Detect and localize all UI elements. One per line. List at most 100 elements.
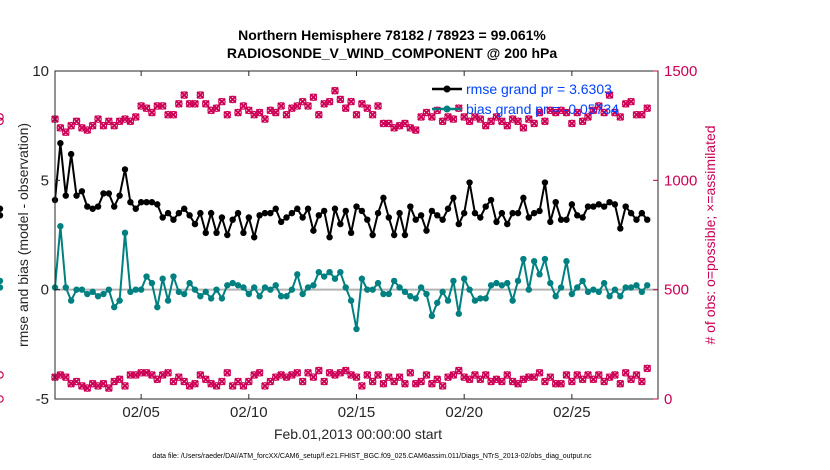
rmse-point [547, 218, 554, 226]
rmse-point [159, 214, 166, 221]
obs-possible-point [589, 106, 598, 115]
rmse-point [574, 212, 581, 219]
obs-assimilated-point [395, 373, 404, 382]
obs-possible-point [277, 102, 285, 110]
rmse-point [622, 203, 629, 210]
obs-possible-point [218, 97, 226, 106]
rmse-point [331, 205, 339, 212]
rmse-point [611, 201, 619, 208]
rmse-point [148, 199, 156, 206]
rmse-point [181, 205, 188, 212]
obs-possible-point [535, 368, 544, 377]
obs-assimilated-point [212, 104, 221, 113]
bias-point [627, 284, 635, 291]
obs-possible-point [99, 121, 108, 130]
obs-assimilated-point [454, 366, 463, 375]
obs-possible-point [153, 102, 162, 110]
obs-possible-point [169, 110, 178, 119]
rmse-point [644, 216, 651, 223]
obs-possible-point [573, 108, 582, 117]
obs-possible-point [341, 104, 350, 112]
bias-point [261, 284, 269, 291]
obs-assimilated-point [331, 86, 339, 95]
obs-possible-point [0, 395, 4, 403]
rmse-point [143, 199, 150, 206]
bias-point [84, 290, 91, 298]
rmse-point [170, 216, 177, 223]
obs-assimilated-point [449, 115, 458, 124]
obs-assimilated-point [594, 102, 603, 110]
obs-possible-point [481, 121, 490, 130]
obs-assimilated-point [325, 97, 334, 106]
obs-assimilated-point [567, 377, 576, 386]
obs-assimilated-point [142, 368, 151, 377]
obs-possible-point [131, 113, 140, 121]
obs-possible-point [223, 368, 232, 377]
obs-assimilated-point [244, 377, 253, 386]
obs-possible-point [158, 102, 167, 110]
bias-point [504, 279, 511, 287]
rmse-point [444, 205, 452, 212]
rmse-point [347, 229, 355, 237]
bias-point [417, 284, 425, 291]
obs-possible-point [433, 106, 442, 115]
bias-point [579, 277, 586, 285]
rmse-point [251, 233, 258, 241]
obs-assimilated-point [460, 373, 469, 382]
obs-possible-point [218, 377, 226, 386]
obs-possible-point [374, 371, 382, 379]
rmse-point [288, 209, 296, 217]
obs-assimilated-point [314, 110, 323, 119]
bias-point [407, 293, 414, 300]
obs-possible-point [541, 377, 549, 386]
bias-point [299, 290, 306, 298]
obs-possible-point [379, 119, 388, 128]
bias-point [364, 286, 371, 293]
x-tick-label: 02/25 [553, 404, 591, 421]
rmse-point [579, 214, 586, 221]
obs-assimilated-point [390, 123, 399, 132]
bias-point [563, 258, 570, 265]
rmse-point [525, 214, 532, 221]
rmse-point [380, 194, 387, 202]
obs-possible-point [503, 371, 512, 379]
obs-possible-point [94, 115, 102, 123]
rmse-point [514, 209, 522, 217]
obs-assimilated-point [611, 371, 619, 379]
obs-assimilated-point [594, 371, 603, 379]
obs-assimilated-point [481, 371, 490, 379]
obs-assimilated-point [309, 93, 318, 102]
obs-possible-point [519, 124, 528, 132]
obs-assimilated-point [627, 97, 635, 106]
obs-assimilated-point [104, 384, 113, 392]
obs-possible-point [433, 375, 442, 384]
obs-assimilated-point [621, 99, 630, 108]
obs-assimilated-point [605, 91, 614, 99]
obs-assimilated-point [325, 368, 334, 377]
obs-assimilated-point [277, 371, 286, 379]
bias-point [132, 286, 139, 293]
obs-assimilated-point [228, 95, 237, 104]
obs-assimilated-point [605, 373, 614, 382]
bias-point [315, 268, 323, 276]
legend-rmse-label: rmse grand pr = 3.6303 [466, 81, 612, 97]
rmse-point [364, 216, 371, 223]
rmse-point [111, 203, 118, 210]
obs-possible-point [67, 121, 75, 130]
rmse-point [369, 231, 376, 239]
bias-point [401, 288, 409, 296]
bias-point [191, 286, 199, 293]
obs-possible-point [632, 110, 641, 119]
obs-assimilated-point [557, 106, 565, 115]
obs-assimilated-point [438, 381, 447, 390]
rmse-point [374, 209, 382, 217]
obs-assimilated-point [255, 368, 264, 377]
obs-possible-point [616, 379, 625, 388]
obs-assimilated-point [411, 126, 420, 134]
obs-assimilated-point [363, 371, 372, 379]
series-bias [0, 223, 651, 333]
obs-assimilated-point [287, 371, 296, 379]
bias-point [121, 229, 129, 237]
rmse-point [304, 205, 312, 212]
legend-rmse-marker [443, 85, 451, 93]
